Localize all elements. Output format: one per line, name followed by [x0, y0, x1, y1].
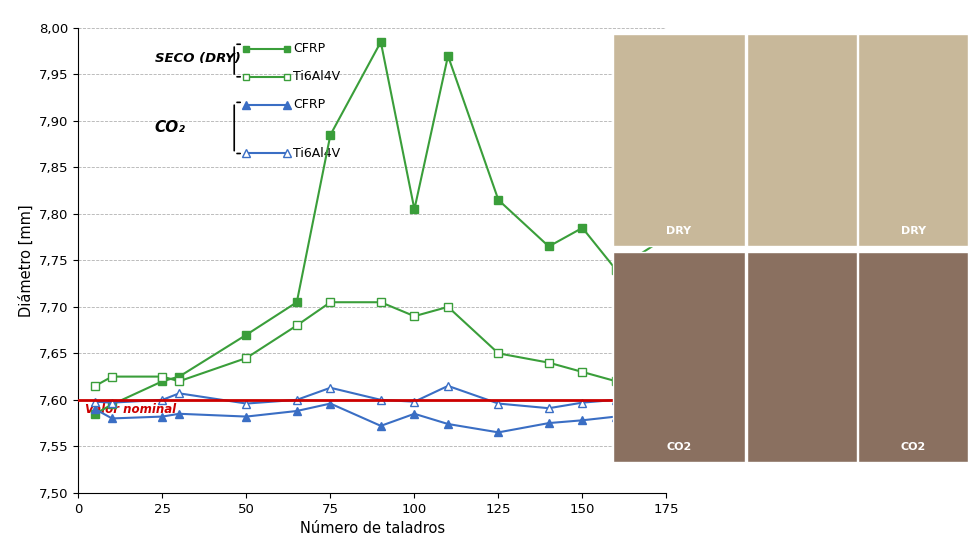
Y-axis label: Diámetro [mm]: Diámetro [mm] — [19, 204, 33, 317]
Text: DRY: DRY — [901, 226, 926, 236]
X-axis label: Número de taladros: Número de taladros — [300, 521, 445, 536]
Text: Ti6Al4V: Ti6Al4V — [293, 71, 340, 83]
Text: Valor nominal: Valor nominal — [85, 403, 176, 416]
Text: CFRP: CFRP — [293, 98, 325, 111]
Text: DRY: DRY — [666, 226, 691, 236]
Text: CO₂: CO₂ — [155, 120, 186, 136]
Text: CFRP: CFRP — [293, 43, 325, 55]
Text: Ti6Al4V: Ti6Al4V — [293, 147, 340, 160]
Text: CO2: CO2 — [666, 441, 691, 451]
Text: CO2: CO2 — [901, 441, 926, 451]
Text: SECO (DRY): SECO (DRY) — [155, 52, 240, 65]
